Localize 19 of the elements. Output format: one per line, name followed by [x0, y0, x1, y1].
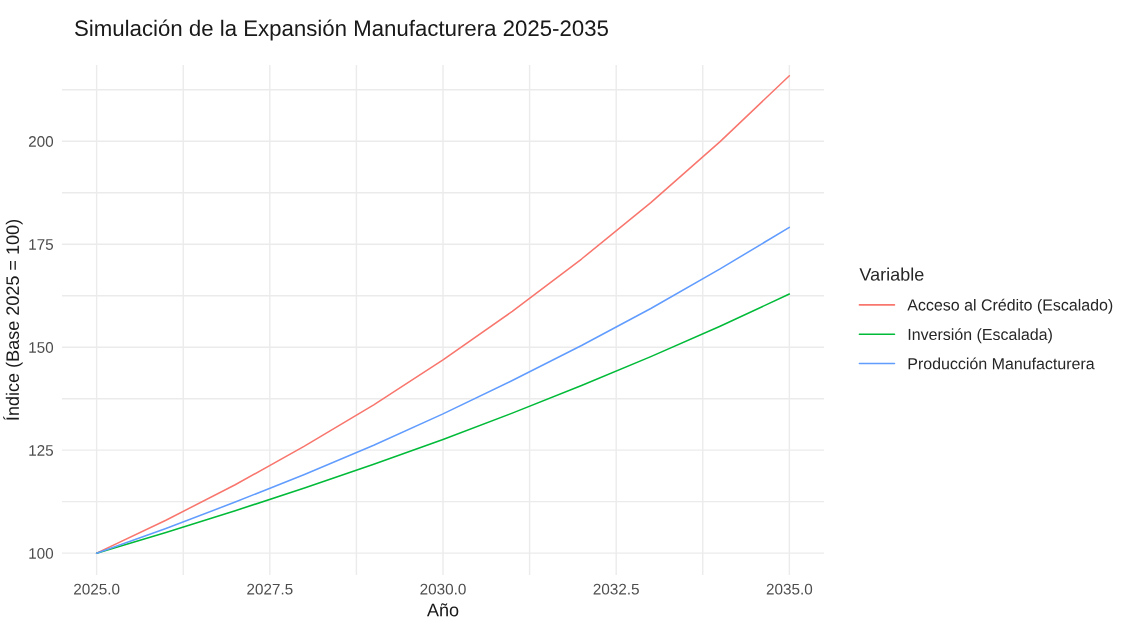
x-tick-label: 2032.5 — [593, 583, 639, 595]
line-series — [95, 74, 791, 554]
x-tick-label: 2030.0 — [420, 583, 466, 595]
legend-label: Producción Manufacturera — [908, 357, 1095, 370]
y-tick-label: 150 — [29, 342, 54, 353]
y-tick-label: 125 — [29, 445, 54, 456]
legend-title: Variable — [859, 267, 924, 281]
x-tick-label: 2027.5 — [247, 583, 293, 595]
y-tick-label: 175 — [29, 239, 54, 250]
x-tick-label: 2025.0 — [74, 583, 120, 595]
x-tick-label: 2035.0 — [766, 583, 813, 595]
y-tick-label: 200 — [28, 136, 54, 147]
legend-label: Acceso al Crédito (Escalado) — [907, 298, 1113, 314]
x-axis-title: Año — [426, 603, 459, 617]
y-tick-label: 100 — [29, 548, 54, 559]
line-series — [95, 226, 791, 554]
chart-title: Simulación de la Expansión Manufacturera 2025-2035 — [75, 19, 608, 41]
legend-label: Inversión (Escalada) — [908, 328, 1052, 344]
y-axis-title: Índice (Base 2025 = 100) — [3, 219, 23, 420]
